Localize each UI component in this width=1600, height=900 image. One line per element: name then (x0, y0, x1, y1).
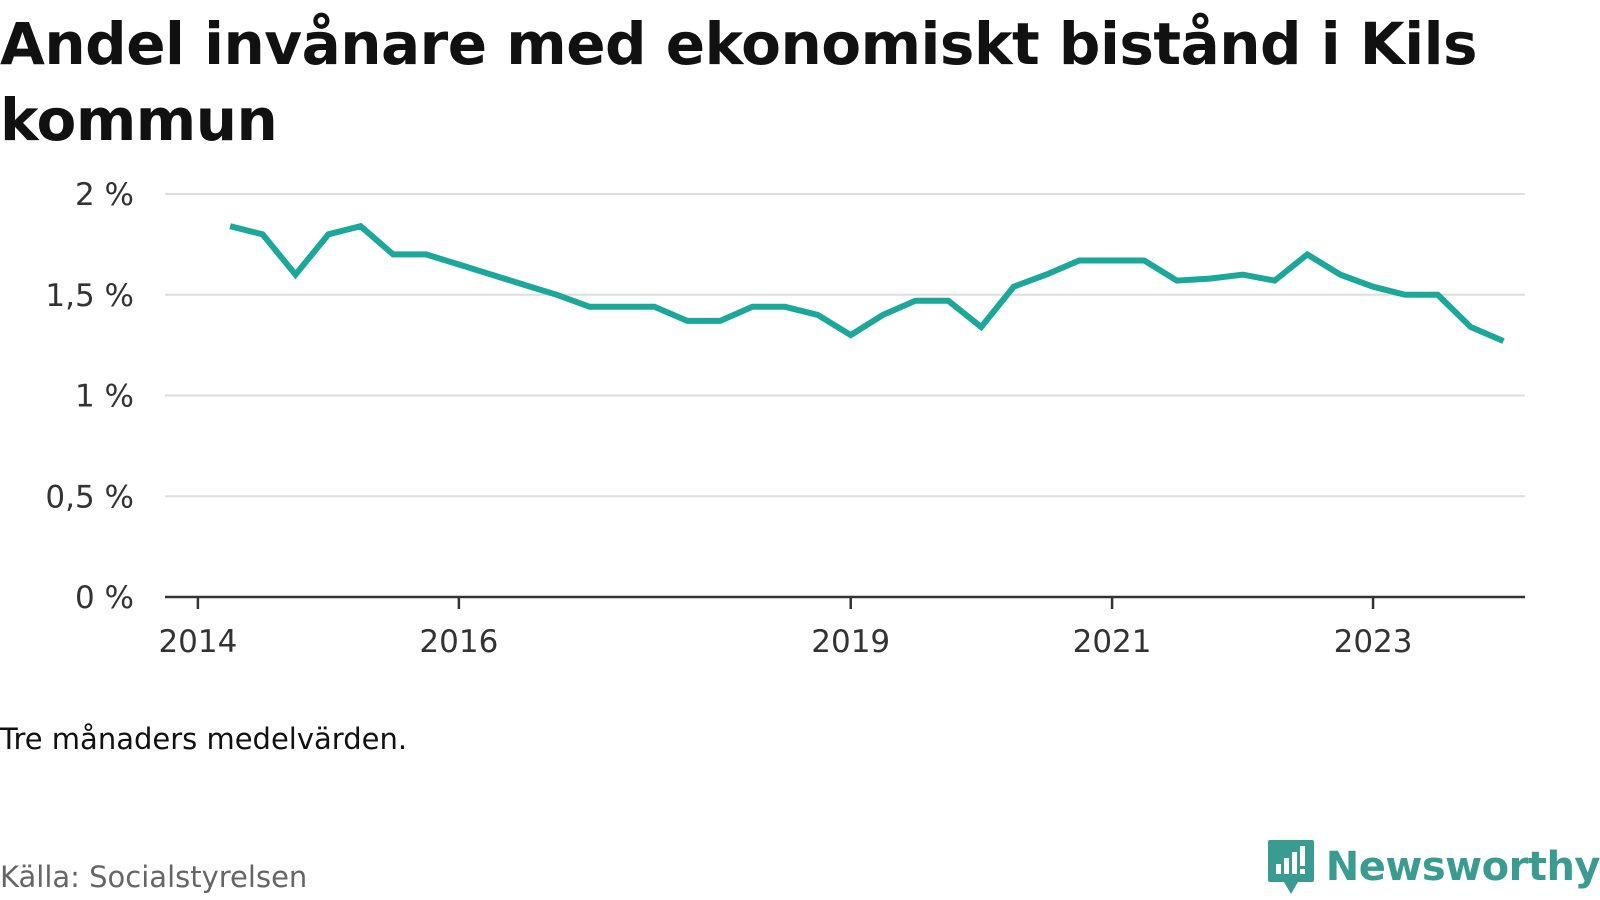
x-tick-label: 2016 (419, 624, 498, 660)
source-label: Källa: Socialstyrelsen (0, 860, 308, 894)
chart-note: Tre månaders medelvärden. (0, 722, 408, 756)
y-tick-label: 1 % (75, 379, 134, 415)
x-tick-label: 2021 (1073, 624, 1152, 660)
chart-title: Andel invånare med ekonomiskt bistånd i … (0, 10, 1478, 154)
series-group (229, 222, 1505, 344)
y-tick-label: 0 % (75, 580, 134, 616)
y-tick-label: 0,5 % (45, 479, 134, 515)
brand-logo: Newsworthy (1266, 838, 1600, 896)
series-line (229, 222, 1505, 344)
newsworthy-logo-icon (1267, 840, 1314, 894)
x-axis: 2014 2016 2019 2021 2023 (158, 595, 1525, 660)
x-tick-label: 2019 (811, 624, 890, 660)
x-tick-label: 2023 (1334, 624, 1413, 660)
y-tick-label: 2 % (75, 177, 134, 213)
x-tick-label: 2014 (158, 624, 237, 660)
y-axis-tick-labels: 0 % 0,5 % 1 % 1,5 % 2 % (45, 177, 134, 616)
line-chart: 0 % 0,5 % 1 % 1,5 % 2 % 2014 2016 2019 2021 2023 (45, 177, 1525, 660)
y-tick-label: 1,5 % (45, 278, 134, 314)
gridlines (165, 193, 1525, 498)
brand-name: Newsworthy (1325, 844, 1600, 890)
